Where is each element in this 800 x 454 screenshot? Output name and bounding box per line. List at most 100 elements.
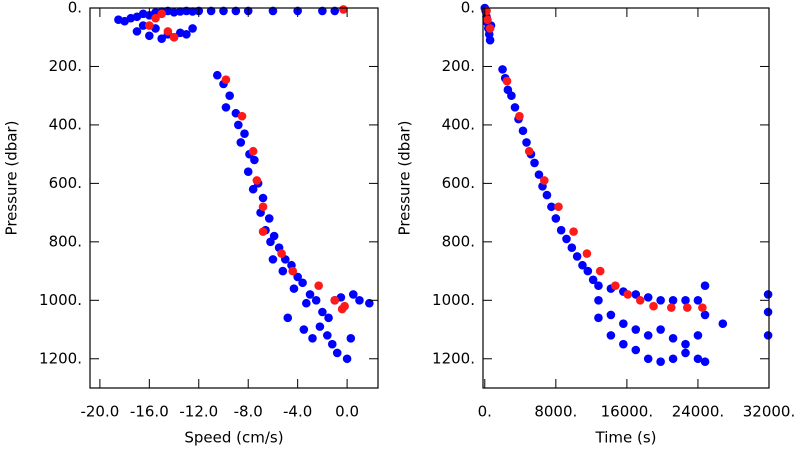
data-point (569, 227, 578, 236)
data-point (250, 155, 259, 165)
data-point (534, 170, 544, 179)
data-point (582, 249, 592, 258)
data-point (365, 298, 374, 308)
data-point (631, 290, 641, 299)
x-axis-label: Speed (cm/s) (184, 429, 283, 447)
data-point (483, 15, 492, 24)
data-point (643, 331, 653, 340)
data-point (225, 91, 234, 100)
y-axis-label: Pressure (dbar) (396, 121, 414, 236)
data-point (583, 266, 593, 276)
x-tick-label: -4.0 (283, 403, 312, 421)
data-point (682, 303, 692, 312)
data-point (763, 307, 773, 317)
data-point (236, 138, 246, 147)
data-point (339, 5, 348, 14)
y-tick-label: 1000. (39, 291, 82, 309)
y-tick-label: 1000. (432, 291, 475, 309)
data-point (302, 298, 311, 308)
data-point (248, 184, 258, 194)
data-point (643, 293, 653, 302)
data-point (132, 27, 142, 36)
data-point (268, 6, 278, 16)
data-point (175, 28, 185, 38)
data-point (567, 243, 577, 252)
y-tick-label: 600. (442, 174, 475, 192)
y-tick-label: 600. (49, 174, 82, 192)
data-point (305, 290, 315, 299)
data-point (666, 303, 676, 312)
data-point (594, 281, 603, 290)
data-point (485, 35, 495, 45)
data-point (502, 76, 512, 86)
data-point (656, 325, 665, 334)
data-point (619, 319, 628, 328)
y-tick-label: 200. (442, 57, 475, 75)
data-point (539, 176, 549, 185)
data-point (355, 296, 364, 305)
data-point (656, 296, 665, 305)
x-tick-label: 0.0 (335, 403, 359, 421)
data-point (342, 354, 352, 364)
plot-frame (89, 7, 379, 389)
data-point (681, 339, 690, 349)
data-point (643, 354, 653, 364)
x-tick-label: 24000. (672, 403, 725, 421)
data-point (681, 348, 690, 358)
data-point (510, 103, 520, 112)
data-point (594, 296, 603, 305)
data-point (213, 70, 222, 80)
x-tick-label: -16.0 (130, 403, 169, 421)
data-point (698, 303, 707, 312)
data-point (649, 301, 658, 311)
data-point (169, 32, 179, 42)
data-point (324, 313, 333, 323)
data-point (631, 345, 641, 355)
data-point (318, 307, 327, 317)
data-point (182, 6, 191, 16)
data-point (668, 334, 678, 343)
data-point (293, 272, 302, 282)
data-point (145, 31, 154, 41)
data-point (327, 339, 337, 349)
x-tick-label: -8.0 (234, 403, 263, 421)
data-point (668, 354, 678, 364)
data-point (518, 126, 528, 136)
data-point (485, 24, 495, 33)
data-point (248, 146, 258, 156)
data-point (551, 214, 561, 223)
x-tick-label: 8000. (534, 403, 577, 421)
y-tick-label: 0. (461, 0, 475, 17)
data-point (700, 281, 710, 290)
data-point (188, 7, 197, 16)
data-point (277, 249, 286, 258)
data-point (231, 6, 241, 16)
y-tick-label: 400. (442, 115, 475, 133)
data-point (595, 266, 605, 276)
x-tick-label: 16000. (601, 403, 654, 421)
data-point (337, 304, 347, 314)
plot-frame (482, 7, 770, 389)
x-tick-label: 32000. (743, 403, 796, 421)
data-point (515, 111, 524, 121)
data-point (562, 234, 571, 244)
data-point (556, 225, 566, 235)
data-point (656, 357, 665, 366)
data-point (266, 237, 275, 247)
data-point (668, 296, 678, 305)
data-point (315, 322, 325, 331)
data-point (219, 6, 228, 16)
data-point (221, 103, 231, 112)
data-point (240, 129, 249, 138)
data-point (330, 296, 340, 305)
data-point (234, 120, 243, 130)
data-point (507, 91, 516, 100)
data-point (308, 334, 317, 343)
data-point (237, 111, 247, 121)
data-point (619, 339, 628, 349)
data-point (289, 284, 299, 293)
y-tick-label: 200. (49, 57, 82, 75)
data-point (163, 27, 173, 36)
data-point (252, 176, 262, 185)
